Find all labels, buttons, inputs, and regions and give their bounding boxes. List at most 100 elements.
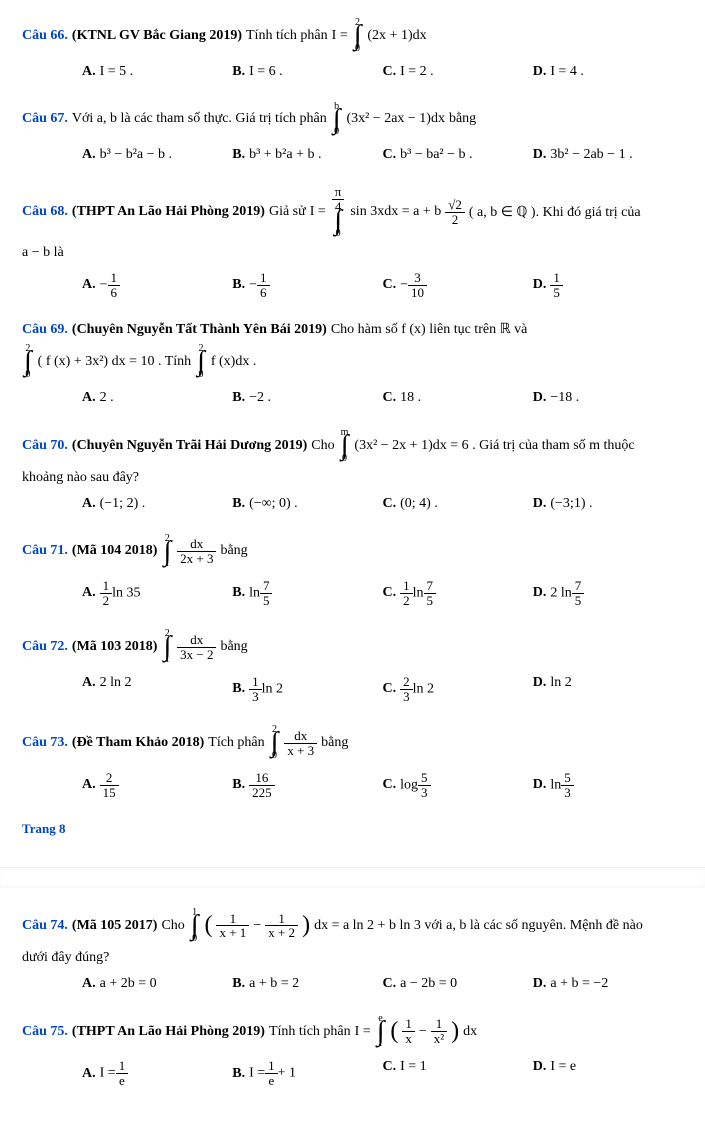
choices: A.2 ln 2 B.13ln 2 C.23ln 2 D.ln 2 bbox=[82, 675, 683, 703]
choice-d: D.ln 2 bbox=[533, 675, 683, 703]
question-72: Câu 72. (Mã 103 2018) 2 ∫ 1 dx3x − 2 bằn… bbox=[22, 629, 683, 703]
source: (Đề Tham Khảo 2018) bbox=[72, 735, 204, 751]
qtext: Với a, b là các tham số thực. Giá trị tí… bbox=[72, 111, 327, 127]
post: bằng bbox=[220, 639, 247, 655]
choice-a: A.2 ln 2 bbox=[82, 675, 232, 703]
integrand: sin 3xdx = a + b bbox=[350, 204, 441, 220]
question-74-line: Câu 74. (Mã 105 2017) Cho 1 ∫ 0 ( 1x + 1… bbox=[22, 908, 683, 944]
post: bằng bbox=[220, 543, 247, 559]
question-69: Câu 69. (Chuyên Nguyễn Tất Thành Yên Bái… bbox=[22, 321, 683, 406]
line2: a − b là bbox=[22, 245, 683, 261]
choice-a: A.I =1e bbox=[82, 1059, 232, 1087]
source: (Chuyên Nguyễn Trãi Hải Dương 2019) bbox=[72, 438, 307, 454]
choices: A.a + 2b = 0 B.a + b = 2 C.a − 2b = 0 D.… bbox=[82, 976, 683, 992]
line2: dưới đây đúng? bbox=[22, 950, 683, 966]
choices: A.215 B.16225 C.log53 D.ln53 bbox=[82, 771, 683, 799]
integrand: (3x² − 2ax − 1)dx bbox=[346, 111, 445, 127]
qnum: Câu 66. bbox=[22, 28, 68, 44]
qtext: Cho bbox=[161, 918, 184, 934]
integral: 2 ∫ 1 bbox=[163, 629, 171, 665]
question-66: Câu 66. (KTNL GV Bắc Giang 2019) Tính tí… bbox=[22, 18, 683, 80]
integrand-frac: dx3x − 2 bbox=[177, 633, 216, 661]
qnum: Câu 69. bbox=[22, 322, 68, 338]
question-72-line: Câu 72. (Mã 103 2018) 2 ∫ 1 dx3x − 2 bằn… bbox=[22, 629, 683, 665]
choice-c: C.18 . bbox=[383, 390, 533, 406]
integrand-frac: dx2x + 3 bbox=[177, 537, 216, 565]
lhs: I = bbox=[310, 204, 326, 220]
question-67: Câu 67. Với a, b là các tham số thực. Gi… bbox=[22, 102, 683, 164]
qtext: Cho bbox=[311, 438, 334, 454]
choice-a: A.12ln 35 bbox=[82, 579, 232, 607]
choice-c: C.a − 2b = 0 bbox=[383, 976, 533, 992]
qnum: Câu 74. bbox=[22, 918, 68, 934]
choice-c: C.(0; 4) . bbox=[383, 496, 533, 512]
choice-a: A.2 . bbox=[82, 390, 232, 406]
lhs: I = bbox=[355, 1024, 371, 1040]
choice-a: A.a + 2b = 0 bbox=[82, 976, 232, 992]
choice-b: B.(−∞; 0) . bbox=[232, 496, 382, 512]
frac2: 1x + 2 bbox=[265, 912, 298, 940]
choice-c: C.23ln 2 bbox=[383, 675, 533, 703]
choice-a: A.−16 bbox=[82, 271, 232, 299]
choice-c: C.b³ − ba² − b . bbox=[383, 147, 533, 163]
qtext: Giả sử bbox=[269, 204, 306, 220]
qnum: Câu 73. bbox=[22, 735, 68, 751]
qnum: Câu 72. bbox=[22, 639, 68, 655]
frac: √22 bbox=[445, 198, 465, 226]
choice-d: D.15 bbox=[533, 271, 683, 299]
choice-c: C.I = 2 . bbox=[383, 64, 533, 80]
question-69-line2: 2 ∫ 0 ( f (x) + 3x²) dx = 10 . Tính 2 ∫ … bbox=[22, 344, 683, 380]
choices: A.(−1; 2) . B.(−∞; 0) . C.(0; 4) . D.(−3… bbox=[82, 496, 683, 512]
question-73: Câu 73. (Đề Tham Khảo 2018) Tích phân 2 … bbox=[22, 725, 683, 799]
qnum: Câu 68. bbox=[22, 204, 68, 220]
question-66-line: Câu 66. (KTNL GV Bắc Giang 2019) Tính tí… bbox=[22, 18, 683, 54]
post: bằng bbox=[321, 735, 348, 751]
integrand: (3x² − 2x + 1)dx = 6 . Giá trị của tham … bbox=[354, 438, 634, 454]
choices: A.12ln 35 B.ln75 C.12ln75 D.2 ln75 bbox=[82, 579, 683, 607]
choice-b: B.16225 bbox=[232, 771, 382, 799]
frac1: 1x + 1 bbox=[216, 912, 249, 940]
source: (Mã 104 2018) bbox=[72, 543, 158, 559]
qnum: Câu 67. bbox=[22, 111, 68, 127]
choice-b: B.13ln 2 bbox=[232, 675, 382, 703]
question-70: Câu 70. (Chuyên Nguyễn Trãi Hải Dương 20… bbox=[22, 428, 683, 512]
integrand2: f (x)dx . bbox=[211, 354, 257, 370]
choice-a: A.b³ − b²a − b . bbox=[82, 147, 232, 163]
qnum: Câu 75. bbox=[22, 1024, 68, 1040]
integral: π4 ∫ 0 bbox=[332, 185, 345, 239]
choice-b: B.−16 bbox=[232, 271, 382, 299]
question-71: Câu 71. (Mã 104 2018) 2 ∫ 1 dx2x + 3 bằn… bbox=[22, 534, 683, 608]
post: bằng bbox=[449, 111, 476, 127]
integral: e ∫ 1 bbox=[377, 1014, 385, 1050]
integrand-frac: dxx + 3 bbox=[284, 729, 317, 757]
frac2: 1x² bbox=[431, 1017, 447, 1045]
qtext: Tính tích phân bbox=[246, 28, 328, 44]
choice-c: C.−310 bbox=[383, 271, 533, 299]
qtext: Cho hàm số f (x) liên tục trên ℝ và bbox=[331, 321, 528, 338]
choice-c: C.log53 bbox=[383, 771, 533, 799]
integral: 2 ∫ 1 bbox=[163, 534, 171, 570]
question-68: Câu 68. (THPT An Lão Hải Phòng 2019) Giả… bbox=[22, 185, 683, 299]
line2: khoảng nào sau đây? bbox=[22, 470, 683, 486]
choice-d: D.ln53 bbox=[533, 771, 683, 799]
integral2: 2 ∫ 0 bbox=[197, 344, 205, 380]
source: (Chuyên Nguyễn Tất Thành Yên Bái 2019) bbox=[72, 322, 327, 338]
integral: b ∫ 0 bbox=[333, 102, 341, 138]
integral1: 2 ∫ 0 bbox=[24, 344, 32, 380]
choice-c: C.12ln75 bbox=[383, 579, 533, 607]
choices: A.I =1e B.I =1e+ 1 C.I = 1 D.I = e bbox=[82, 1059, 683, 1087]
frac1: 1x bbox=[402, 1017, 415, 1045]
post: ( a, b ∈ ℚ ). Khi đó giá trị của bbox=[469, 204, 641, 221]
choice-b: B.ln75 bbox=[232, 579, 382, 607]
choices: A.b³ − b²a − b . B.b³ + b²a + b . C.b³ −… bbox=[82, 147, 683, 163]
choice-a: A.I = 5 . bbox=[82, 64, 232, 80]
question-75-line: Câu 75. (THPT An Lão Hải Phòng 2019) Tín… bbox=[22, 1014, 683, 1050]
integral: 1 ∫ 0 bbox=[191, 908, 199, 944]
choice-a: A.(−1; 2) . bbox=[82, 496, 232, 512]
choice-d: D.I = e bbox=[533, 1059, 683, 1087]
qtext: Tính tích phân bbox=[269, 1024, 351, 1040]
choice-b: B.−2 . bbox=[232, 390, 382, 406]
question-69-line: Câu 69. (Chuyên Nguyễn Tất Thành Yên Bái… bbox=[22, 321, 683, 338]
question-71-line: Câu 71. (Mã 104 2018) 2 ∫ 1 dx2x + 3 bằn… bbox=[22, 534, 683, 570]
question-73-line: Câu 73. (Đề Tham Khảo 2018) Tích phân 2 … bbox=[22, 725, 683, 761]
